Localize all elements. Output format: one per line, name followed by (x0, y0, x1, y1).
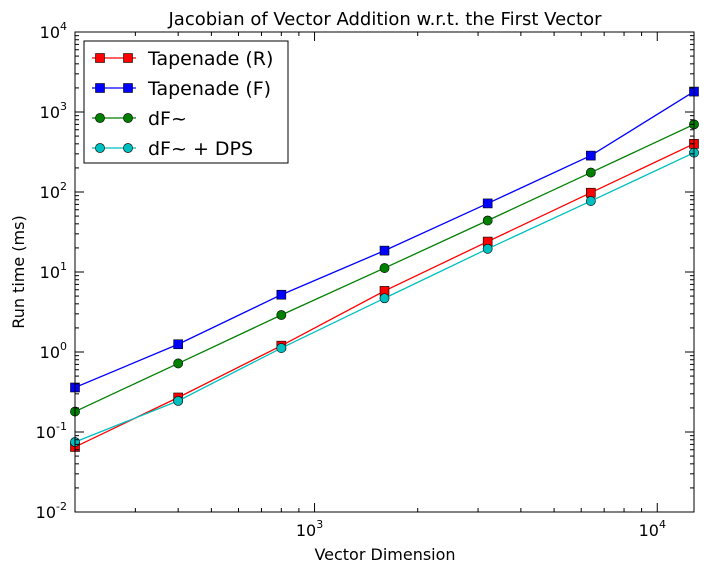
y-tick-label: 10-1 (36, 420, 67, 442)
data-point (586, 150, 596, 161)
data-point (585, 196, 596, 206)
legend-marker (95, 83, 105, 93)
y-tick-label: 101 (40, 260, 67, 282)
data-point (585, 167, 596, 178)
legend-label: Tapenade (R) (147, 48, 273, 70)
y-axis-label: Run time (ms) (9, 215, 28, 328)
legend-marker (123, 113, 133, 123)
data-point (586, 187, 596, 198)
data-point (379, 293, 390, 304)
data-point (482, 215, 493, 226)
series-3 (70, 119, 699, 417)
legend-marker (123, 143, 133, 153)
y-tick-label: 10-2 (36, 500, 67, 522)
data-point (482, 243, 493, 254)
y-tick-label: 104 (40, 20, 67, 42)
plot-frame (74, 31, 695, 513)
chart-title: Jacobian of Vector Addition w.r.t. the F… (167, 9, 602, 30)
legend-label: dF~ (148, 108, 187, 130)
data-point (379, 263, 390, 273)
data-point (276, 343, 287, 353)
y-tick-label: 100 (40, 340, 67, 362)
legend-label: Tapenade (F) (147, 78, 271, 100)
legend-marker (95, 53, 105, 63)
axis-ticks: 103 104 10-2 10-1 100 101 102 103 104 (36, 20, 694, 540)
legend-marker (95, 113, 105, 123)
legend-box (83, 40, 289, 164)
x-axis-label: Vector Dimension (314, 545, 455, 564)
data-point (379, 245, 390, 256)
legend-marker (95, 143, 105, 153)
legend-label: dF~ + DPS (148, 138, 253, 160)
x-tick-label: 104 (639, 518, 666, 540)
data-point (173, 395, 184, 406)
data-point (276, 310, 287, 320)
legend-marker (123, 53, 133, 63)
data-point (173, 358, 184, 369)
legend: Tapenade (R) Tapenade (F) dF~ dF~ + DPS (83, 40, 289, 164)
series-4 (70, 147, 699, 447)
data-point (276, 289, 287, 300)
y-tick-label: 102 (40, 180, 67, 202)
data-point (173, 339, 183, 350)
y-tick-label: 103 (40, 100, 67, 122)
legend-marker (123, 83, 133, 93)
data-point (482, 198, 493, 209)
x-tick-label: 103 (296, 518, 323, 540)
